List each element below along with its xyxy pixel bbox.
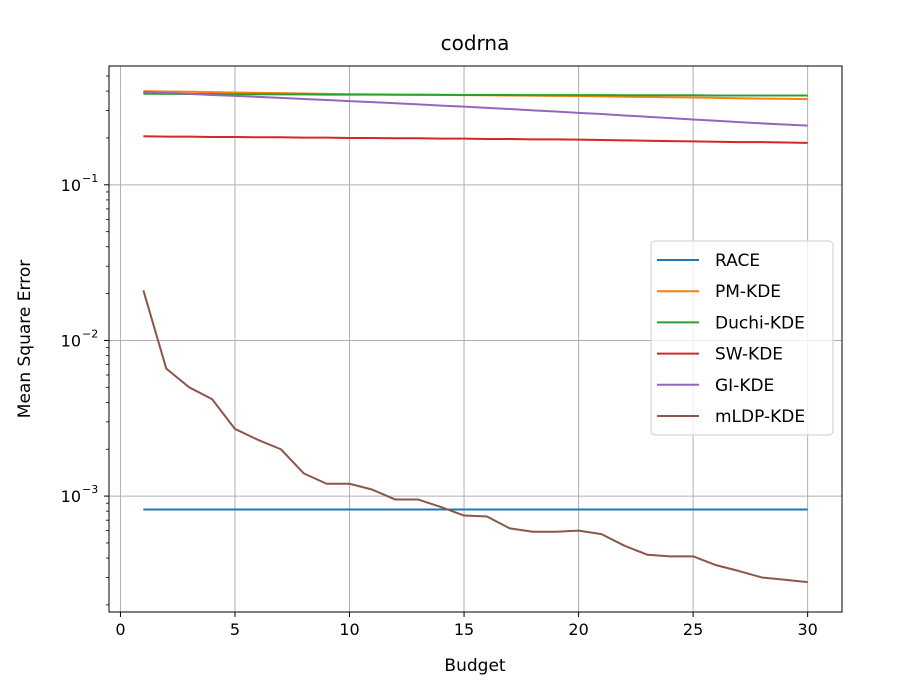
x-tick-label: 5	[230, 620, 240, 639]
y-tick-label: 10	[61, 176, 81, 195]
legend: RACE PM-KDE Duchi-KDE SW-KDE GI-KDE mLDP-KDE	[650, 240, 834, 436]
series-line-gi-kde	[143, 90, 808, 127]
x-tick-label: 25	[683, 620, 703, 639]
legend-label-race: RACE	[715, 251, 760, 271]
x-tick-label: 15	[454, 620, 474, 639]
y-tick-exponent: −2	[82, 327, 98, 340]
x-tick-label: 20	[568, 620, 588, 639]
y-tick-label: 10	[61, 487, 81, 506]
series-line-mldp-kde	[142, 290, 808, 584]
legend-label-gi-kde: GI-KDE	[715, 376, 774, 396]
plot-frame	[108, 65, 843, 613]
y-tick-exponent: −1	[82, 172, 98, 185]
x-tick-label: 30	[797, 620, 817, 639]
legend-label-pm-kde: PM-KDE	[715, 282, 781, 302]
y-tick-exponent: −3	[82, 483, 98, 496]
y-axis-label: Mean Square Error	[15, 260, 35, 418]
legend-label-mldp-kde: mLDP-KDE	[715, 407, 805, 427]
x-tick-label: 10	[339, 620, 359, 639]
series-line-duchi-kde	[143, 92, 808, 97]
x-axis: 0 5 10 15 20 25 30	[115, 612, 818, 639]
y-axis: 10−110−210−3	[61, 75, 109, 606]
y-tick-label: 10	[61, 331, 81, 350]
series-layer	[142, 90, 808, 584]
series-line-sw-kde	[143, 135, 808, 144]
legend-box	[650, 240, 834, 436]
legend-label-sw-kde: SW-KDE	[715, 345, 783, 365]
x-tick-label: 0	[115, 620, 125, 639]
legend-label-duchi-kde: Duchi-KDE	[715, 313, 805, 333]
x-axis-label: Budget	[444, 656, 505, 676]
chart-title: codrna	[441, 31, 510, 55]
